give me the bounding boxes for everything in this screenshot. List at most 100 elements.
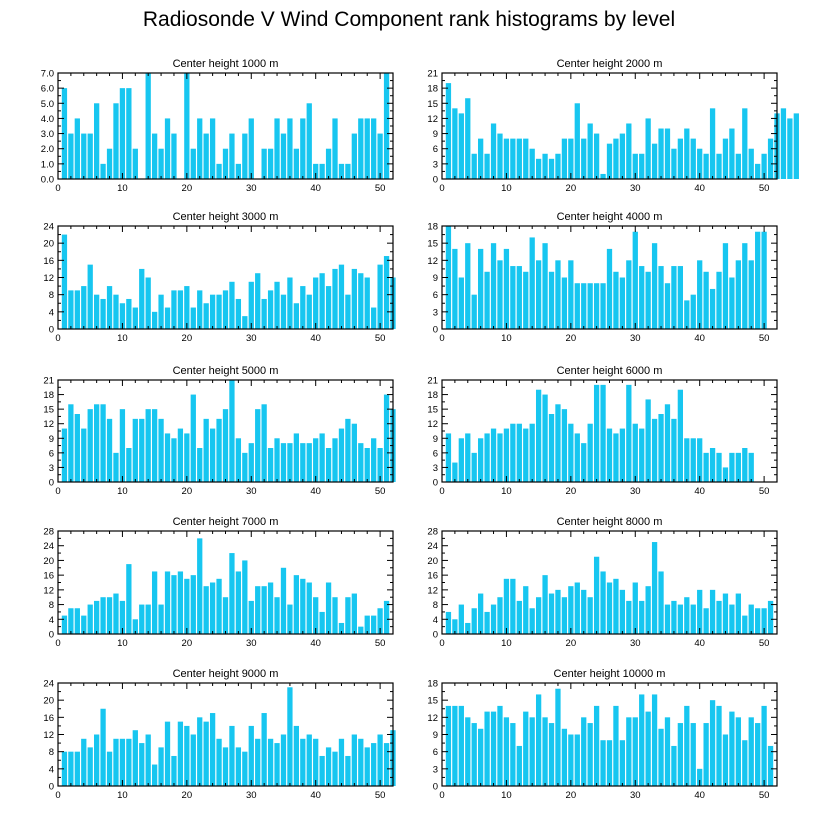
x-tick-label: 20 bbox=[182, 790, 193, 801]
histogram-bar bbox=[287, 118, 293, 179]
histogram-bar bbox=[632, 153, 638, 179]
x-tick-label: 10 bbox=[117, 638, 128, 649]
histogram-bar bbox=[338, 163, 345, 179]
y-tick-label: 24 bbox=[43, 679, 54, 690]
y-tick-label: 12 bbox=[43, 273, 54, 284]
histogram-bar bbox=[767, 745, 774, 786]
histogram-bar bbox=[523, 138, 529, 179]
histogram-bar bbox=[484, 433, 490, 482]
histogram-bar bbox=[338, 738, 345, 786]
histogram-bar bbox=[158, 418, 164, 482]
histogram-bar bbox=[158, 148, 164, 179]
histogram-bar bbox=[651, 694, 658, 786]
histogram-bar bbox=[645, 586, 651, 634]
histogram-bar bbox=[471, 723, 477, 786]
y-tick-label: 12 bbox=[427, 585, 438, 596]
histogram-bar bbox=[593, 283, 600, 329]
histogram-bar bbox=[542, 717, 548, 786]
histogram-bar bbox=[287, 604, 293, 634]
histogram-bar bbox=[313, 163, 319, 179]
histogram-bar bbox=[293, 148, 299, 179]
y-tick-label: 12 bbox=[427, 419, 438, 430]
histogram-bar bbox=[229, 380, 235, 482]
histogram-bar bbox=[535, 389, 542, 482]
histogram-bar bbox=[510, 138, 516, 179]
histogram-bar bbox=[529, 148, 535, 179]
histogram-bar bbox=[716, 153, 722, 179]
x-tick-label: 40 bbox=[310, 790, 321, 801]
histogram-bar bbox=[748, 260, 754, 329]
histogram-bar bbox=[164, 433, 171, 482]
histogram-bar bbox=[529, 717, 535, 786]
histogram-bar bbox=[484, 711, 490, 786]
histogram-bar bbox=[471, 452, 477, 482]
histogram-bar bbox=[664, 604, 671, 634]
histogram-bar bbox=[242, 452, 248, 482]
histogram-bar bbox=[332, 751, 338, 786]
histogram-bar bbox=[510, 578, 516, 634]
histogram-bar bbox=[445, 83, 452, 179]
histogram-bar bbox=[306, 582, 312, 634]
histogram-bar bbox=[497, 133, 503, 179]
histogram-bar bbox=[209, 428, 216, 482]
panel-title: Center height 6000 m bbox=[557, 365, 663, 377]
histogram-bar bbox=[729, 128, 735, 179]
x-tick-label: 0 bbox=[439, 333, 444, 344]
y-tick-label: 24 bbox=[427, 541, 438, 552]
histogram-bar bbox=[87, 133, 93, 179]
histogram-bar bbox=[445, 705, 452, 786]
histogram-bar bbox=[709, 700, 716, 786]
histogram-bar bbox=[177, 571, 184, 634]
y-tick-label: 4 bbox=[49, 307, 54, 318]
histogram-panel-1: Center height 1000 m 0 10 20 30 40 50 0.0 1.0 2.0… bbox=[41, 58, 394, 194]
histogram-bar bbox=[452, 705, 458, 786]
histogram-bar bbox=[697, 260, 703, 329]
histogram-bar bbox=[748, 452, 754, 482]
histogram-bar bbox=[338, 622, 345, 634]
histogram-bar bbox=[722, 593, 729, 634]
histogram-bar bbox=[74, 118, 80, 179]
histogram-bar bbox=[478, 593, 484, 634]
histogram-panel-3: Center height 3000 m 0 10 20 30 40 50 0 4 8 12 16 20… bbox=[43, 211, 396, 344]
histogram-bar bbox=[255, 409, 261, 482]
histogram-bar bbox=[503, 717, 510, 786]
x-tick-label: 0 bbox=[55, 638, 60, 649]
histogram-bar bbox=[222, 290, 229, 330]
histogram-bar bbox=[606, 428, 613, 482]
histogram-bar bbox=[490, 428, 497, 482]
histogram-bar bbox=[606, 740, 613, 786]
histogram-bar bbox=[383, 394, 390, 482]
histogram-bar bbox=[613, 705, 619, 786]
histogram-bar bbox=[561, 138, 568, 179]
histogram-bar bbox=[677, 138, 683, 179]
y-tick-label: 12 bbox=[427, 114, 438, 125]
histogram-bar bbox=[209, 294, 216, 329]
histogram-bar bbox=[313, 277, 319, 329]
y-tick-label: 3 bbox=[433, 764, 438, 775]
histogram-bar bbox=[371, 307, 377, 329]
histogram-bar bbox=[574, 734, 580, 786]
histogram-bar bbox=[755, 723, 761, 786]
histogram-bar bbox=[274, 118, 280, 179]
histogram-bar bbox=[639, 600, 645, 634]
histogram-bar bbox=[100, 163, 106, 179]
histogram-bar bbox=[87, 604, 93, 634]
histogram-bar bbox=[164, 307, 171, 329]
histogram-bar bbox=[452, 619, 458, 634]
histogram-bar bbox=[632, 717, 638, 786]
histogram-bar bbox=[587, 123, 593, 179]
histogram-bar bbox=[113, 738, 119, 786]
histogram-bar bbox=[203, 586, 209, 634]
histogram-bar bbox=[555, 688, 561, 786]
histogram-bar bbox=[684, 438, 690, 482]
histogram-bar bbox=[458, 705, 464, 786]
histogram-bar bbox=[358, 443, 364, 482]
histogram-bar bbox=[651, 143, 658, 179]
histogram-bar bbox=[74, 290, 80, 330]
histogram-bar bbox=[74, 608, 80, 634]
histogram-bar bbox=[345, 755, 351, 786]
histogram-bar bbox=[465, 717, 471, 786]
x-tick-label: 30 bbox=[246, 333, 257, 344]
y-tick-label: 0 bbox=[433, 782, 438, 793]
